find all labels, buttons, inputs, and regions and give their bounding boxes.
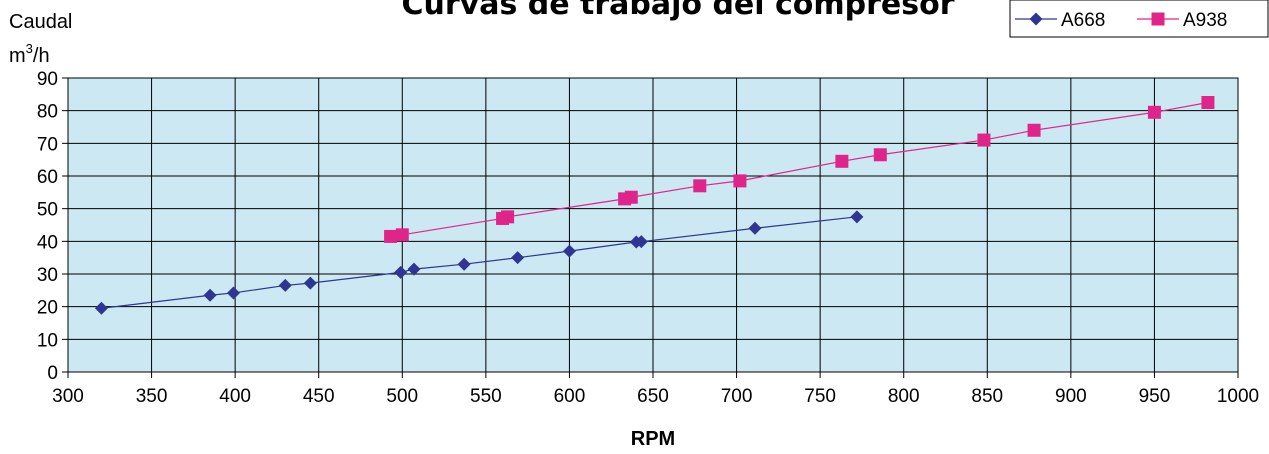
data-point-A938 [1147,105,1161,119]
x-tick-label: 450 [303,386,335,407]
data-point-A668 [394,265,408,279]
grid [67,77,1239,373]
data-point-A668 [407,262,421,276]
series-layer [94,96,1215,315]
data-point-A938 [384,229,398,243]
x-axis-label: RPM [631,428,675,450]
data-point-A668 [226,286,240,300]
legend-marker-A668 [1029,12,1043,26]
x-tick-label: 1000 [1217,386,1259,407]
x-tick-label: 950 [1139,386,1171,407]
data-point-A938 [1201,96,1215,109]
y-tick-label: 50 [37,200,58,221]
x-tick-label: 700 [721,386,753,407]
legend: A668 A938 [1009,0,1269,38]
y-tick-label: 80 [37,102,58,123]
x-tick-label: 800 [888,386,920,407]
x-tick-label: 750 [804,386,836,407]
data-point-A938 [873,148,887,162]
legend-marker-A938 [1151,12,1165,26]
x-tick-label: 500 [386,386,418,407]
y-tick-label: 90 [37,69,58,90]
series-A668 [94,210,864,315]
data-point-A938 [693,179,707,193]
data-point-A938 [395,228,409,242]
data-point-A668 [278,278,292,292]
x-tick-label: 900 [1055,386,1087,407]
legend-label-A938: A938 [1183,10,1227,31]
y-tick-label: 70 [37,134,58,155]
data-point-A668 [511,251,525,265]
plot-border [67,77,1239,373]
chart-title: Curvas de trabajo del compresor [401,0,954,22]
x-tick-label: 350 [136,386,168,407]
y-axis-label: Caudal [9,11,72,33]
legend-label-A668: A668 [1061,10,1105,31]
axes: 300 350 400 450 500 550 600 650 700 750 800 850 900 9… [37,69,1259,407]
data-point-A938 [624,190,638,204]
data-point-A668 [748,221,762,235]
y-tick-label: 30 [37,265,58,286]
y-tick-label: 0 [47,363,58,384]
data-point-A668 [203,288,217,302]
data-point-A668 [94,301,108,315]
x-tick-label: 400 [219,386,251,407]
y-tick-label: 10 [37,330,58,351]
y-tick-label: 40 [37,232,58,253]
data-point-A938 [733,174,747,188]
data-point-A668 [850,210,864,224]
x-tick-label: 650 [637,386,669,407]
x-tick-label: 300 [52,386,84,407]
x-tick-label: 600 [554,386,586,407]
data-point-A938 [501,210,515,224]
data-point-A938 [1027,123,1041,137]
data-point-A938 [835,154,849,168]
data-point-A668 [562,244,576,258]
data-point-A668 [457,257,471,271]
y-tick-label: 20 [37,298,58,319]
data-point-A938 [977,133,991,147]
data-point-A668 [303,276,317,290]
y-tick-label: 60 [37,167,58,188]
y-axis-unit: m3/h [9,41,50,67]
x-tick-label: 550 [470,386,502,407]
x-tick-label: 850 [971,386,1003,407]
data-point-A668 [634,235,648,249]
series-A938 [384,96,1215,243]
